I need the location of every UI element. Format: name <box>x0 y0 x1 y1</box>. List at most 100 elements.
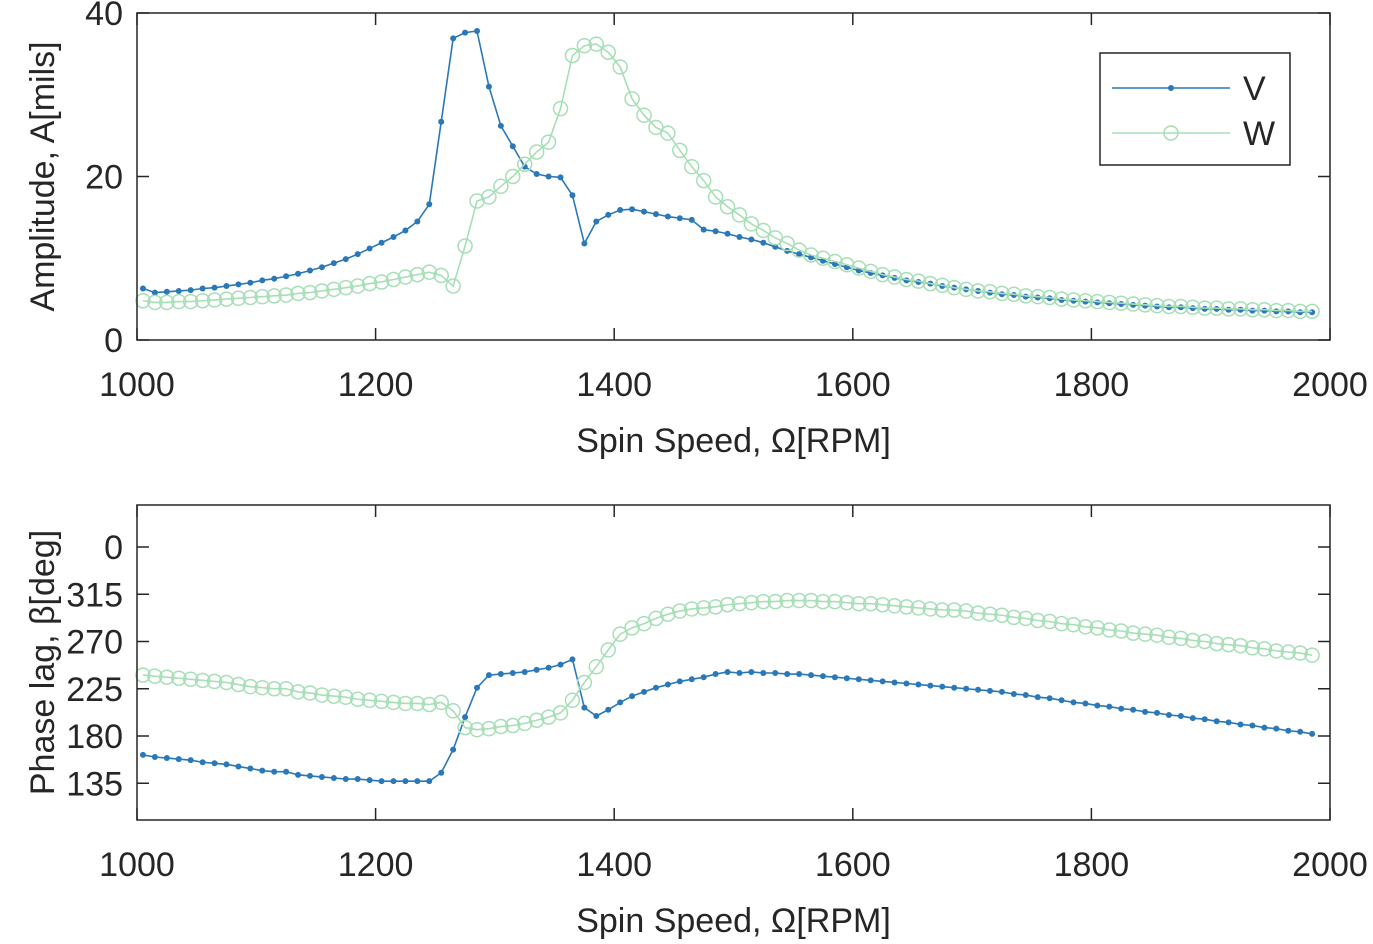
marker <box>242 678 259 695</box>
x-axis-label: Spin Speed, Ω[RPM] <box>576 422 891 460</box>
marker <box>533 171 540 178</box>
marker <box>426 201 433 208</box>
marker <box>939 683 946 690</box>
y-tick-label: 270 <box>66 624 123 662</box>
marker <box>760 670 767 676</box>
marker <box>171 670 187 686</box>
marker <box>569 192 576 199</box>
marker <box>1089 293 1106 310</box>
marker <box>581 240 588 247</box>
marker <box>409 266 426 283</box>
marker <box>278 681 294 697</box>
marker <box>557 174 564 181</box>
marker <box>612 59 628 75</box>
marker <box>521 668 528 675</box>
marker <box>1041 289 1058 306</box>
marker <box>934 602 951 618</box>
marker <box>724 668 731 675</box>
marker <box>462 29 469 36</box>
marker <box>1041 613 1058 630</box>
marker <box>326 688 342 704</box>
marker <box>159 669 175 685</box>
marker <box>724 230 731 237</box>
marker <box>688 676 695 683</box>
marker <box>564 692 581 709</box>
y-tick-label: 0 <box>104 529 123 567</box>
marker <box>641 208 648 215</box>
marker <box>676 678 683 685</box>
marker <box>306 772 313 779</box>
marker <box>1149 297 1165 314</box>
marker <box>1220 636 1237 653</box>
marker <box>1208 300 1225 316</box>
marker <box>378 239 385 246</box>
marker <box>605 211 612 218</box>
marker <box>1018 610 1034 627</box>
marker <box>1130 706 1137 713</box>
marker <box>218 674 235 691</box>
marker <box>266 681 282 697</box>
marker <box>469 721 485 738</box>
marker <box>505 168 521 185</box>
marker <box>712 228 719 235</box>
marker <box>433 694 449 711</box>
marker <box>147 668 163 684</box>
marker <box>481 189 497 205</box>
marker <box>719 198 736 215</box>
marker <box>211 760 218 767</box>
marker <box>151 289 158 296</box>
marker <box>1208 635 1225 652</box>
marker <box>629 693 636 700</box>
marker <box>493 718 509 735</box>
marker <box>1161 629 1177 646</box>
marker <box>199 759 206 766</box>
marker <box>934 277 951 293</box>
x-tick-label: 1800 <box>1054 366 1130 404</box>
marker <box>779 592 795 609</box>
marker <box>1029 612 1046 629</box>
marker <box>254 679 271 696</box>
marker <box>1161 298 1177 315</box>
marker <box>230 676 247 693</box>
marker <box>438 118 445 125</box>
marker <box>290 285 306 302</box>
marker <box>1089 620 1106 636</box>
marker <box>803 247 819 263</box>
marker <box>700 674 707 681</box>
marker <box>700 226 707 233</box>
marker <box>946 602 962 618</box>
marker <box>1094 702 1101 709</box>
marker <box>784 671 791 678</box>
marker <box>672 142 688 159</box>
marker <box>922 275 939 292</box>
marker <box>1137 297 1153 313</box>
marker <box>958 281 974 298</box>
marker <box>851 595 867 612</box>
data-line <box>142 43 1313 313</box>
marker <box>1065 616 1082 633</box>
legend-label: W <box>1243 115 1275 153</box>
marker <box>862 595 879 612</box>
marker <box>402 778 409 785</box>
marker <box>660 606 676 622</box>
y-axis-label: Phase lag, β[deg] <box>24 530 62 795</box>
marker <box>624 91 640 107</box>
marker <box>259 767 266 774</box>
marker <box>545 173 552 180</box>
marker <box>409 695 426 712</box>
marker <box>808 672 815 679</box>
marker <box>1149 627 1165 643</box>
x-tick-label: 1600 <box>815 366 891 404</box>
marker <box>903 680 910 687</box>
marker <box>330 260 337 267</box>
marker <box>509 670 516 676</box>
marker <box>600 44 616 60</box>
marker <box>743 216 760 232</box>
marker <box>552 705 569 721</box>
marker <box>481 720 497 737</box>
x-tick-label: 2000 <box>1292 846 1368 884</box>
marker <box>1053 291 1070 307</box>
marker <box>373 274 390 290</box>
